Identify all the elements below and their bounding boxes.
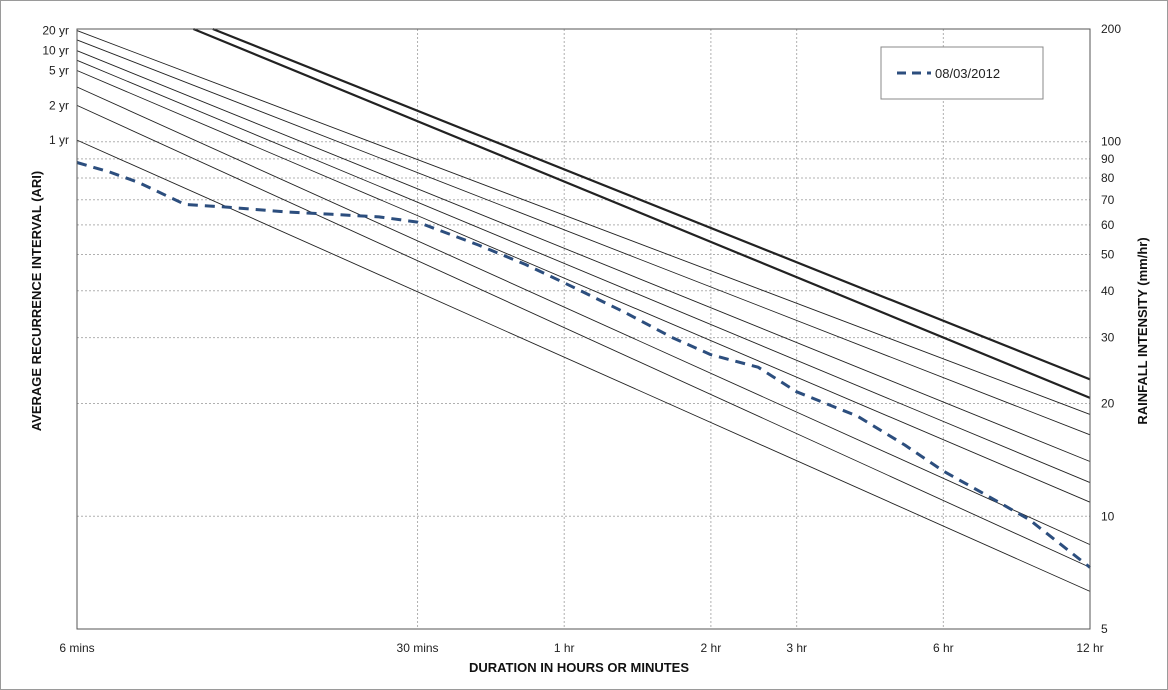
y-tick-label-10: 100	[1101, 135, 1121, 149]
ifd-curve-4	[76, 59, 1091, 484]
ari-label-4: 1 yr	[49, 133, 69, 147]
y-tick-label-0: 5	[1101, 622, 1108, 636]
ari-label-2: 5 yr	[49, 63, 69, 77]
rainfall-series	[76, 161, 1091, 569]
y-tick-label-4: 40	[1101, 284, 1115, 298]
y-tick-label-1: 10	[1101, 509, 1115, 523]
y-axis-title-right: RAINFALL INTENSITY (mm/hr)	[1135, 237, 1150, 424]
x-tick-label-2: 1 hr	[554, 641, 575, 655]
x-tick-label-1: 30 mins	[397, 641, 439, 655]
ifd-curve-6	[76, 39, 1091, 436]
y-tick-label-3: 30	[1101, 331, 1115, 345]
series-line-0	[76, 161, 1091, 569]
ifd-curve-5	[76, 50, 1091, 462]
x-tick-label-4: 3 hr	[786, 641, 807, 655]
ifd-curve-1	[76, 104, 1091, 568]
grid	[76, 28, 1091, 630]
y-tick-label-6: 60	[1101, 218, 1115, 232]
ifd-curve-7	[76, 30, 1091, 415]
x-tick-labels: 6 mins 30 mins 1 hr 2 hr 3 hr 6 hr 12 hr	[59, 641, 1103, 655]
legend-label: 08/03/2012	[935, 66, 1000, 81]
y-tick-label-9: 90	[1101, 152, 1115, 166]
y-tick-labels-right: 5 10 20 30 40 50 60 70 80 90 100 200	[1101, 22, 1121, 636]
y-tick-label-7: 70	[1101, 193, 1115, 207]
plot-area-border	[76, 28, 1091, 630]
legend: 08/03/2012	[880, 46, 1044, 100]
x-tick-label-6: 12 hr	[1076, 641, 1103, 655]
y-tick-label-8: 80	[1101, 171, 1115, 185]
legend-box	[880, 46, 1044, 100]
ifd-curve-3	[76, 70, 1091, 503]
y-tick-label-2: 20	[1101, 397, 1115, 411]
x-tick-label-0: 6 mins	[59, 641, 94, 655]
y-tick-label-5: 50	[1101, 247, 1115, 261]
ifd-curve-0	[76, 139, 1091, 592]
y-tick-label-11: 200	[1101, 22, 1121, 36]
ari-label-0: 20 yr	[42, 24, 69, 38]
ari-label-3: 2 yr	[49, 98, 69, 112]
ifd-curve-9	[212, 27, 1091, 381]
x-axis-title: DURATION IN HOURS OR MINUTES	[469, 660, 689, 675]
ari-label-1: 10 yr	[42, 44, 69, 58]
ifd-curve-2	[76, 86, 1091, 546]
y-axis-title-left: AVERAGE RECURRENCE INTERVAL (ARI)	[29, 171, 44, 432]
x-tick-label-3: 2 hr	[701, 641, 722, 655]
ari-labels-left: 20 yr 10 yr 5 yr 2 yr 1 yr	[42, 24, 69, 147]
ifd-curve-8	[192, 27, 1091, 399]
ifd-curves	[76, 27, 1091, 592]
x-tick-label-5: 6 hr	[933, 641, 954, 655]
